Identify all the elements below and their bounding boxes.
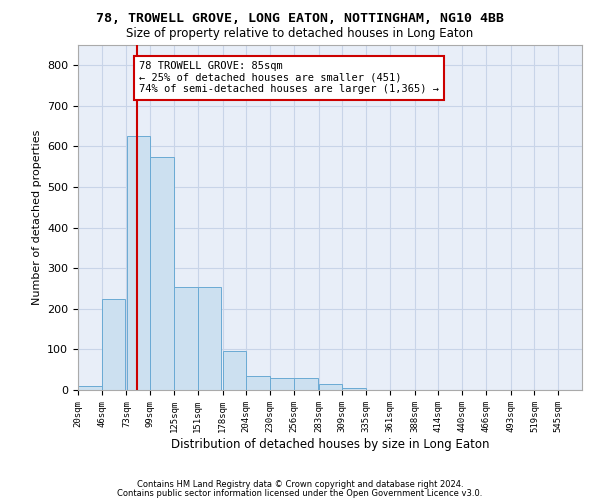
Bar (78, 386, 101, 390)
Bar (223, 352, 246, 390)
Bar (247, 376, 270, 390)
Text: Contains public sector information licensed under the Open Government Licence v3: Contains public sector information licen… (118, 489, 482, 498)
Bar (294, 378, 317, 390)
Text: Size of property relative to detached houses in Long Eaton: Size of property relative to detached ho… (127, 28, 473, 40)
Bar (270, 378, 294, 390)
Bar (198, 286, 221, 390)
Bar (319, 384, 342, 390)
Bar (174, 286, 197, 390)
Text: Contains HM Land Registry data © Crown copyright and database right 2024.: Contains HM Land Registry data © Crown c… (137, 480, 463, 489)
X-axis label: Distribution of detached houses by size in Long Eaton: Distribution of detached houses by size … (171, 438, 489, 450)
Bar (127, 136, 150, 390)
Text: 78 TROWELL GROVE: 85sqm
← 25% of detached houses are smaller (451)
74% of semi-d: 78 TROWELL GROVE: 85sqm ← 25% of detache… (139, 61, 439, 94)
Text: 78, TROWELL GROVE, LONG EATON, NOTTINGHAM, NG10 4BB: 78, TROWELL GROVE, LONG EATON, NOTTINGHA… (96, 12, 504, 26)
Y-axis label: Number of detached properties: Number of detached properties (32, 130, 41, 305)
Bar (343, 388, 366, 390)
Bar (102, 298, 125, 390)
Bar (151, 156, 174, 390)
